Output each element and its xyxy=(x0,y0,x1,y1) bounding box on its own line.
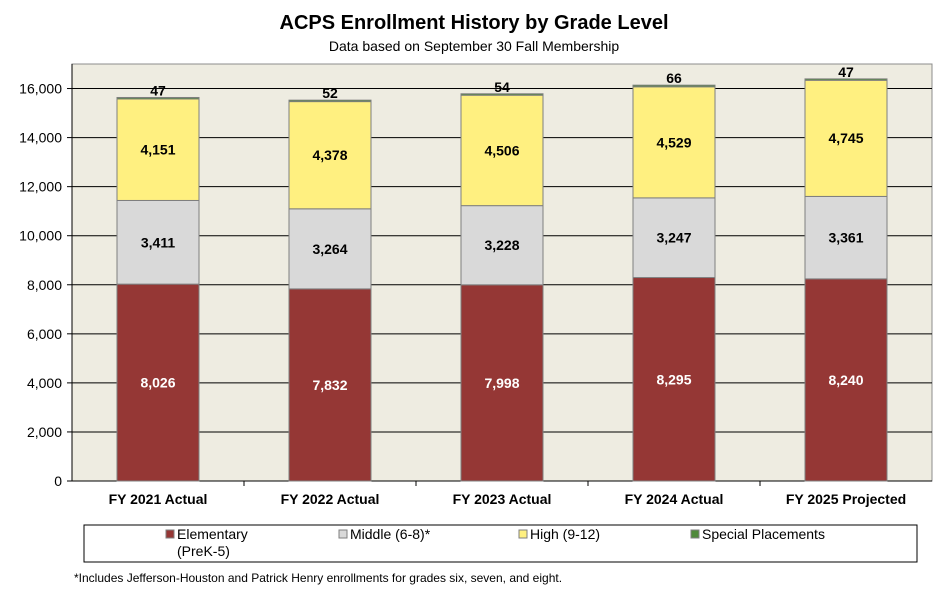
data-label: 3,361 xyxy=(828,230,863,246)
y-tick-label: 14,000 xyxy=(19,130,62,146)
x-tick-label: FY 2021 Actual xyxy=(109,491,208,507)
legend-label: Elementary xyxy=(177,526,248,542)
data-label: 7,832 xyxy=(312,377,347,393)
data-label: 66 xyxy=(666,70,682,86)
bar-segment xyxy=(632,86,716,199)
legend-swatch xyxy=(165,529,175,539)
bar-segment xyxy=(632,84,716,88)
legend-box xyxy=(83,524,918,563)
bar-segment xyxy=(116,199,200,285)
data-label: 3,228 xyxy=(484,237,519,253)
data-label: 52 xyxy=(322,85,338,101)
legend: Elementary(PreK-5) Middle (6-8)* High (9-1… xyxy=(83,524,918,563)
bar-segment xyxy=(288,288,372,482)
legend-swatch xyxy=(338,529,348,539)
x-tick-label: FY 2025 Projected xyxy=(786,491,906,507)
data-label: 8,295 xyxy=(656,371,691,387)
x-tick-label: FY 2022 Actual xyxy=(281,491,380,507)
bar-segment xyxy=(460,205,544,286)
y-tick-label: 6,000 xyxy=(27,326,62,342)
data-label: 4,529 xyxy=(656,134,691,150)
bar-segment xyxy=(804,195,888,280)
bar-segment xyxy=(804,79,888,197)
x-tick-label: FY 2023 Actual xyxy=(453,491,552,507)
footnote: *Includes Jefferson-Houston and Patrick … xyxy=(74,571,562,585)
data-label: 8,026 xyxy=(140,375,175,391)
bar-segment xyxy=(804,278,888,482)
data-label: 4,151 xyxy=(140,142,175,158)
data-label: 3,247 xyxy=(656,230,691,246)
bar-segment xyxy=(116,96,200,100)
data-label: 4,378 xyxy=(312,147,347,163)
data-label: 8,240 xyxy=(828,372,863,388)
plot-area: 0 2,000 4,000 6,000 8,000 10,000 12,000 14,000 1… xyxy=(19,63,933,507)
bar-segment xyxy=(804,78,888,81)
legend-label: Middle (6-8)* xyxy=(350,526,431,542)
chart-title: ACPS Enrollment History by Grade Level xyxy=(280,12,669,34)
legend-swatch xyxy=(690,529,700,539)
data-label: 7,998 xyxy=(484,375,519,391)
bar-segment xyxy=(288,99,372,103)
x-tick-label: FY 2024 Actual xyxy=(625,491,724,507)
bar-segment xyxy=(460,94,544,207)
y-tick-label: 0 xyxy=(54,473,62,489)
legend-swatch xyxy=(518,529,528,539)
data-label: 54 xyxy=(494,79,510,95)
legend-label: High (9-12) xyxy=(530,526,600,542)
chart-subtitle: Data based on September 30 Fall Membersh… xyxy=(329,38,619,54)
bar-segment xyxy=(632,197,716,279)
bar-segment xyxy=(632,277,716,482)
bar-segment xyxy=(288,208,372,290)
bar-segment xyxy=(460,284,544,482)
y-tick-label: 8,000 xyxy=(27,277,62,293)
bar-segment xyxy=(460,93,544,96)
legend-label: Special Placements xyxy=(702,526,825,542)
data-label: 3,264 xyxy=(312,241,347,257)
bar-segment xyxy=(116,98,200,201)
y-tick-label: 16,000 xyxy=(19,81,62,97)
y-tick-label: 10,000 xyxy=(19,228,62,244)
data-label: 4,506 xyxy=(484,142,519,158)
y-tick-label: 4,000 xyxy=(27,375,62,391)
y-tick-label: 2,000 xyxy=(27,424,62,440)
data-label: 47 xyxy=(838,64,854,80)
data-label: 47 xyxy=(150,82,166,98)
y-tick-label: 12,000 xyxy=(19,179,62,195)
data-label: 4,745 xyxy=(828,130,863,146)
bar-segment xyxy=(116,283,200,482)
legend-label: (PreK-5) xyxy=(177,543,230,559)
data-label: 3,411 xyxy=(141,234,175,250)
